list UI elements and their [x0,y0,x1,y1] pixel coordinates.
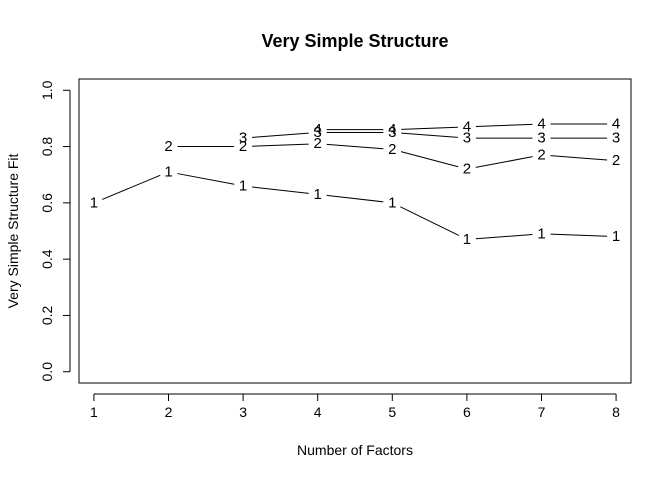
data-point: 2 [388,141,396,158]
series-segment [475,123,533,128]
series-segment [550,155,608,161]
x-axis: 1 2 3 4 5 6 7 8 [90,393,620,420]
data-point: 2 [239,138,247,155]
data-point: 1 [463,231,471,248]
series-segment [400,151,459,168]
series-segment [252,143,309,147]
series-segment [400,206,460,236]
data-point: 3 [537,130,545,147]
data-point: 3 [239,130,247,147]
x-tick-label: 6 [463,404,471,420]
x-tick-label: 2 [165,404,173,420]
y-tick-label: 0.8 [39,137,55,157]
y-tick-label: 0.4 [39,249,55,269]
x-tick-label: 1 [90,404,98,420]
series-3: 3 3 3 3 3 3 [239,124,620,147]
data-point: 1 [239,177,247,194]
plot-frame [78,78,632,384]
data-point: 4 [314,121,322,138]
data-point: 2 [612,152,620,169]
data-point: 4 [612,116,620,133]
x-tick-label: 3 [239,404,247,420]
data-point: 2 [537,147,545,164]
x-tick-label: 4 [314,404,322,420]
data-point: 2 [463,161,471,178]
data-point: 4 [463,118,471,135]
x-tick-label: 5 [388,404,396,420]
data-point: 2 [314,135,322,152]
data-point: 4 [537,116,545,133]
series-segment [475,156,533,168]
y-axis-label: Very Simple Structure Fit [5,153,21,308]
data-point: 1 [314,186,322,203]
data-point: 1 [90,194,98,211]
data-point: 3 [612,130,620,147]
series-segment [401,132,458,138]
series-segment [326,194,384,203]
data-point: 1 [537,225,545,242]
series-segment [177,173,235,185]
series-segment [326,143,384,150]
y-tick-label: 0.6 [39,193,55,213]
chart-title: Very Simple Structure [261,31,448,51]
data-point: 3 [314,124,322,141]
data-point: 2 [164,138,172,155]
series-segment [102,174,161,200]
data-point: 1 [612,228,620,245]
x-tick-label: 7 [538,404,546,420]
series-segment [251,186,309,194]
series-segment [252,132,309,138]
data-point: 1 [164,163,172,180]
y-tick-label: 0.2 [39,306,55,326]
series-4: 4 4 4 4 4 [314,116,621,139]
x-axis-label: Number of Factors [297,442,413,458]
series-segment [401,126,458,130]
series-segment [550,233,608,237]
y-tick-label: 1.0 [39,80,55,100]
x-tick-label: 8 [612,404,620,420]
series-2: 2 2 2 2 2 2 2 [164,135,620,177]
series-layer: 111 1 11 1 12 2 2 222 23 3 3 3 3 34 4 4 4 4 [90,116,621,248]
data-point: 4 [388,121,396,138]
data-point: 1 [388,194,396,211]
data-point: 3 [388,124,396,141]
series-1: 1 1 1 1 1 1 1 1 [90,163,621,248]
y-axis: 0.0 0.2 0.4 0.6 0.8 1.0 [39,80,71,382]
series-segment [475,233,533,240]
y-tick-label: 0.0 [39,362,55,382]
data-point: 3 [463,130,471,147]
